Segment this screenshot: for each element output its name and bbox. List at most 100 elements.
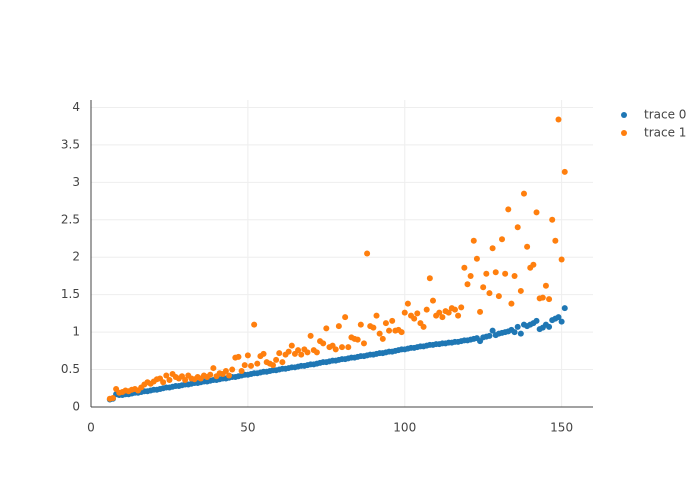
point xyxy=(477,308,484,315)
point xyxy=(514,224,521,231)
point xyxy=(473,255,480,262)
point xyxy=(533,317,540,324)
point xyxy=(486,290,493,297)
point xyxy=(364,250,371,257)
point xyxy=(517,287,524,294)
point xyxy=(386,327,393,334)
point xyxy=(458,304,465,311)
point xyxy=(109,395,116,402)
point xyxy=(552,237,559,244)
y-tick-label: 2 xyxy=(72,250,80,264)
point xyxy=(511,272,518,279)
y-tick-label: 1.5 xyxy=(61,287,80,301)
point xyxy=(254,360,261,367)
point xyxy=(426,275,433,282)
point xyxy=(320,340,327,347)
point xyxy=(480,284,487,291)
point xyxy=(248,362,255,369)
point xyxy=(229,366,236,373)
point xyxy=(401,309,408,316)
series xyxy=(106,116,568,402)
point xyxy=(285,348,292,355)
point xyxy=(524,243,531,250)
point xyxy=(398,329,405,336)
point xyxy=(542,282,549,289)
y-tick-label: 0 xyxy=(72,400,80,414)
point xyxy=(260,350,267,357)
point xyxy=(546,296,553,303)
point xyxy=(207,371,214,378)
point xyxy=(558,256,565,263)
legend-label: trace 0 xyxy=(644,108,686,122)
point xyxy=(445,309,452,316)
point xyxy=(379,335,386,342)
point xyxy=(339,344,345,351)
point xyxy=(244,352,251,359)
point xyxy=(345,344,352,351)
y-tick-label: 0.5 xyxy=(61,362,80,376)
point xyxy=(558,318,565,325)
point xyxy=(439,314,446,321)
point xyxy=(298,351,305,358)
x-tick-label: 100 xyxy=(393,421,416,435)
point xyxy=(486,332,493,339)
point xyxy=(279,359,286,366)
point xyxy=(483,270,490,277)
point xyxy=(335,323,342,330)
point xyxy=(411,315,418,322)
x-tick-label: 150 xyxy=(550,421,573,435)
point xyxy=(555,314,562,321)
y-tick-label: 1 xyxy=(72,325,80,339)
point xyxy=(238,368,245,375)
point xyxy=(455,312,462,319)
point xyxy=(307,332,314,339)
point xyxy=(502,270,509,277)
point xyxy=(389,317,396,324)
point xyxy=(373,312,380,319)
legend-marker xyxy=(621,130,627,136)
point xyxy=(489,245,496,252)
legend-marker xyxy=(621,112,627,118)
point xyxy=(269,362,276,369)
point xyxy=(489,327,496,334)
point xyxy=(420,323,427,330)
point xyxy=(360,340,367,347)
point xyxy=(423,306,430,313)
point xyxy=(342,314,349,321)
point xyxy=(276,350,283,357)
point xyxy=(370,324,377,331)
point xyxy=(436,309,443,316)
point xyxy=(520,190,527,197)
point xyxy=(182,377,189,384)
point xyxy=(226,372,233,379)
point xyxy=(332,346,339,353)
point xyxy=(492,269,499,276)
y-tick-label: 3 xyxy=(72,175,80,189)
point xyxy=(508,300,515,307)
point xyxy=(160,379,167,386)
point xyxy=(546,323,553,330)
point xyxy=(451,306,458,313)
point xyxy=(539,294,546,301)
point xyxy=(414,310,421,317)
y-tick-label: 3.5 xyxy=(61,137,80,151)
point xyxy=(561,168,568,175)
point xyxy=(514,323,521,330)
x-tick-label: 0 xyxy=(87,421,95,435)
point xyxy=(505,206,512,213)
point xyxy=(163,372,170,379)
point xyxy=(241,362,248,369)
point xyxy=(235,353,242,360)
point xyxy=(210,365,217,372)
point xyxy=(517,330,524,337)
point xyxy=(323,325,330,332)
point xyxy=(273,356,280,363)
point xyxy=(354,336,361,343)
series xyxy=(106,305,568,403)
point xyxy=(429,297,436,304)
point xyxy=(549,216,556,223)
point xyxy=(295,347,302,354)
point xyxy=(222,368,229,375)
y-tick-label: 4 xyxy=(72,100,80,114)
